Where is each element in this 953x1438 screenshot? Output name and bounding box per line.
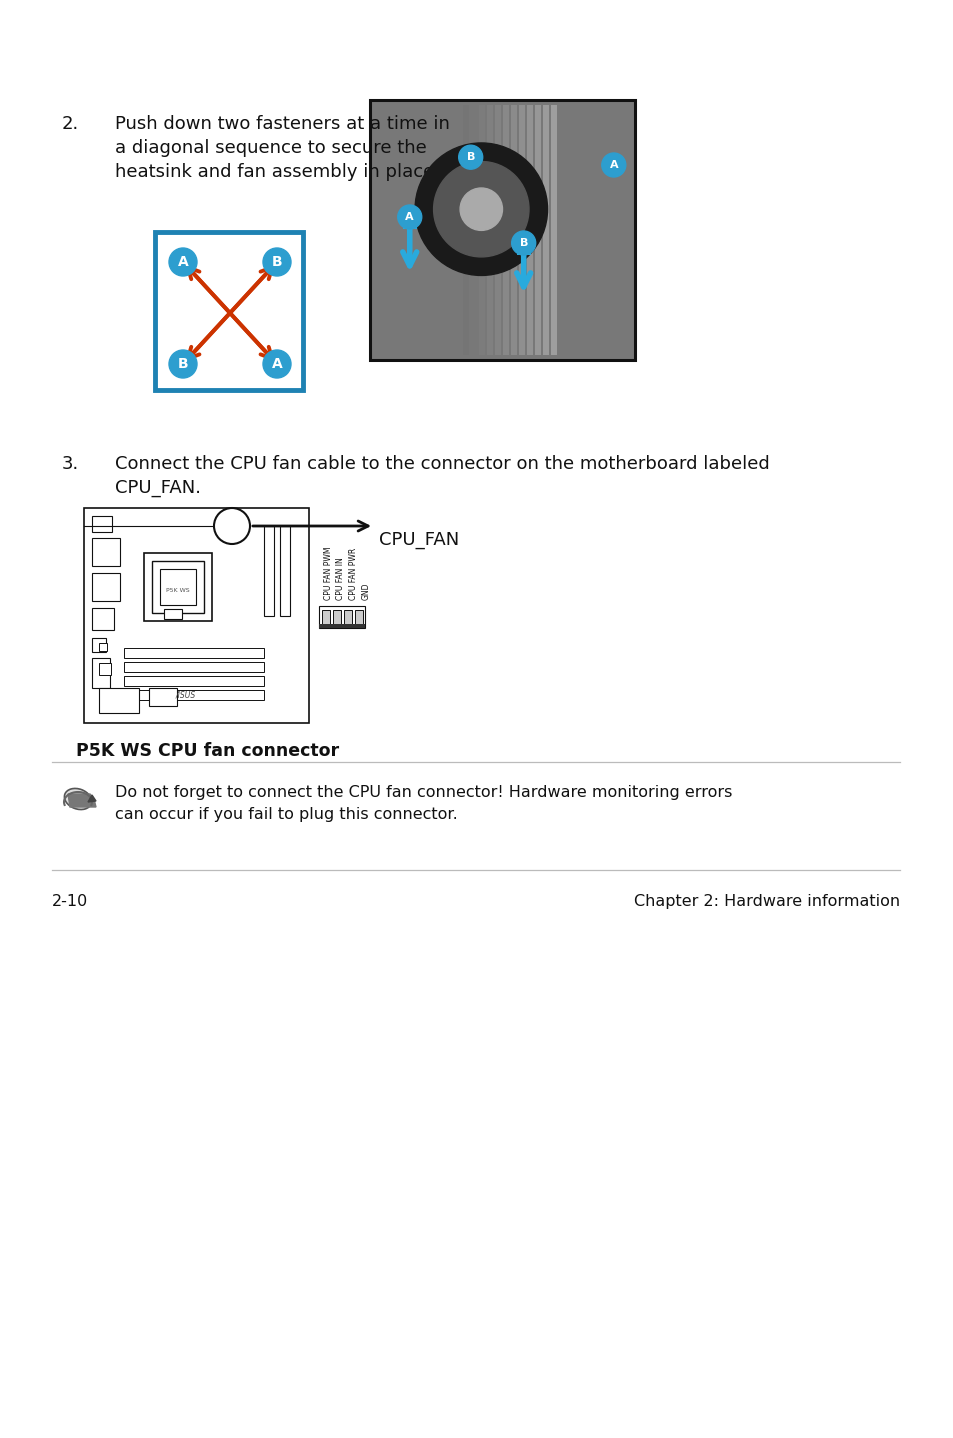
Text: B: B [466, 152, 475, 162]
Text: CPU FAN PWM
CPU FAN IN
CPU FAN PWR
GND: CPU FAN PWM CPU FAN IN CPU FAN PWR GND [324, 546, 370, 600]
Circle shape [415, 142, 547, 276]
Text: /ISUS: /ISUS [175, 690, 195, 699]
Ellipse shape [65, 788, 91, 810]
Bar [526, 105, 532, 355]
Text: Chapter 2: Hardware information: Chapter 2: Hardware information [633, 894, 899, 909]
Circle shape [434, 161, 529, 257]
Bar [152, 561, 204, 613]
Bar [550, 105, 557, 355]
Circle shape [511, 232, 536, 255]
Text: can occur if you fail to plug this connector.: can occur if you fail to plug this conne… [115, 807, 457, 823]
Text: heatsink and fan assembly in place.: heatsink and fan assembly in place. [115, 162, 439, 181]
Bar [318, 624, 365, 628]
Text: B: B [177, 357, 188, 371]
Bar [535, 105, 540, 355]
Text: P5K WS: P5K WS [166, 588, 190, 594]
Text: Push down two fasteners at a time in: Push down two fasteners at a time in [115, 115, 450, 132]
Bar [402, 221, 416, 229]
Text: A: A [272, 357, 282, 371]
Bar [99, 663, 111, 674]
Bar [99, 687, 139, 713]
Bar [280, 526, 290, 615]
Text: Do not forget to connect the CPU fan connector! Hardware monitoring errors: Do not forget to connect the CPU fan con… [115, 785, 732, 800]
Text: CPU_FAN.: CPU_FAN. [115, 479, 201, 498]
Bar [264, 526, 274, 615]
Text: 3.: 3. [62, 454, 79, 473]
Bar [322, 610, 330, 624]
Bar [124, 676, 264, 686]
Bar [164, 610, 182, 618]
Text: a diagonal sequence to secure the: a diagonal sequence to secure the [115, 139, 426, 157]
Circle shape [169, 247, 196, 276]
Bar [124, 690, 264, 700]
Bar [91, 572, 120, 601]
Bar [495, 105, 500, 355]
Circle shape [397, 206, 421, 229]
Bar [154, 232, 303, 390]
Bar [518, 105, 524, 355]
Bar [160, 569, 195, 605]
Bar [502, 105, 508, 355]
Text: P5K WS CPU fan connector: P5K WS CPU fan connector [76, 742, 338, 761]
Bar [318, 605, 365, 628]
Text: 2.: 2. [62, 115, 79, 132]
Polygon shape [68, 794, 96, 807]
Circle shape [458, 145, 482, 170]
Text: B: B [519, 239, 527, 247]
Text: 2-10: 2-10 [52, 894, 89, 909]
Circle shape [459, 188, 502, 230]
Circle shape [263, 247, 291, 276]
Text: Connect the CPU fan cable to the connector on the motherboard labeled: Connect the CPU fan cable to the connect… [115, 454, 769, 473]
Text: A: A [405, 211, 414, 221]
Bar [510, 105, 517, 355]
Bar [91, 538, 120, 567]
Bar [478, 105, 484, 355]
Bar [91, 659, 110, 687]
Bar [149, 687, 177, 706]
Circle shape [263, 349, 291, 378]
Text: B: B [272, 255, 282, 269]
Bar [333, 610, 340, 624]
Text: CPU_FAN: CPU_FAN [378, 531, 458, 549]
Bar [486, 105, 493, 355]
Circle shape [213, 508, 250, 544]
Text: A: A [177, 255, 188, 269]
Bar [91, 608, 113, 630]
Bar [517, 247, 530, 255]
Circle shape [169, 349, 196, 378]
Bar [344, 610, 352, 624]
Bar [91, 516, 112, 532]
Circle shape [601, 152, 625, 177]
Bar [225, 519, 239, 533]
Bar [370, 101, 635, 360]
Bar [470, 105, 476, 355]
Bar [91, 638, 106, 651]
Bar [462, 105, 468, 355]
Bar [99, 643, 107, 651]
Bar [144, 554, 212, 621]
Bar [542, 105, 548, 355]
Bar [84, 508, 309, 723]
Bar [124, 661, 264, 672]
Polygon shape [88, 795, 96, 802]
Text: A: A [609, 160, 618, 170]
Bar [355, 610, 363, 624]
Bar [124, 649, 264, 659]
